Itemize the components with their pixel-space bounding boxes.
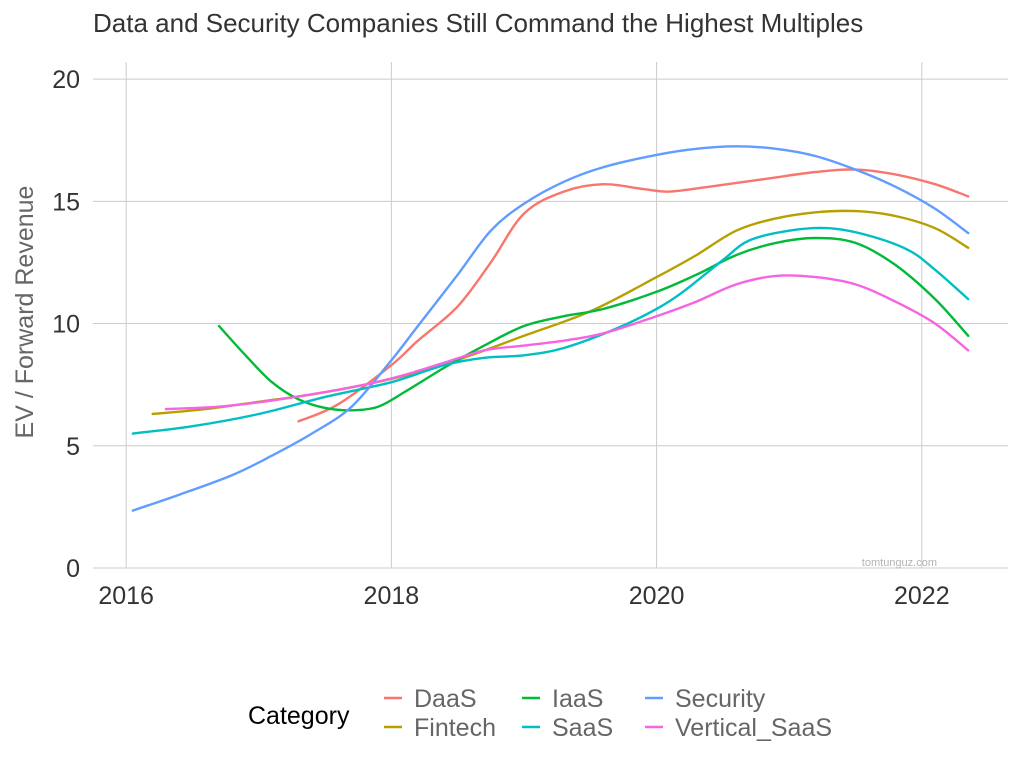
- y-tick-label: 0: [66, 555, 80, 583]
- legend-label: DaaS: [414, 685, 477, 713]
- legend-item-fintech: Fintech: [384, 714, 496, 742]
- legend-label: Vertical_SaaS: [675, 714, 832, 742]
- x-axis-tick-labels: 2016 2018 2020 2022: [98, 582, 949, 610]
- y-tick-label: 5: [66, 433, 80, 461]
- legend-item-vertical-saas: Vertical_SaaS: [645, 714, 832, 742]
- y-tick-label: 15: [52, 188, 80, 216]
- x-tick-label: 2018: [364, 582, 420, 610]
- legend-label: Security: [675, 685, 766, 713]
- watermark: tomtunguz.com: [862, 557, 937, 569]
- gridlines: [93, 62, 1008, 569]
- series-line-saas: [131, 226, 970, 435]
- legend-item-saas: SaaS: [522, 714, 613, 742]
- series-lines: [131, 145, 970, 512]
- legend-item-daas: DaaS: [384, 685, 477, 713]
- chart-title: Data and Security Companies Still Comman…: [93, 8, 863, 38]
- y-tick-label: 20: [52, 66, 80, 94]
- y-axis-title: EV / Forward Revenue: [11, 186, 39, 439]
- series-line-security: [131, 145, 970, 512]
- x-tick-label: 2020: [629, 582, 685, 610]
- x-tick-label: 2016: [98, 582, 154, 610]
- x-tick-label: 2022: [894, 582, 950, 610]
- series-line-daas: [297, 168, 970, 423]
- legend-label: Fintech: [414, 714, 496, 742]
- legend-item-security: Security: [645, 685, 766, 713]
- legend-label: IaaS: [552, 685, 603, 713]
- legend-item-iaas: IaaS: [522, 685, 603, 713]
- legend-title: Category: [248, 702, 350, 730]
- legend-label: SaaS: [552, 714, 613, 742]
- series-line-iaas: [217, 236, 970, 412]
- y-axis-tick-labels: 0 5 10 15 20: [52, 66, 80, 583]
- y-tick-label: 10: [52, 311, 80, 339]
- series-line-vertical-saas: [164, 274, 970, 411]
